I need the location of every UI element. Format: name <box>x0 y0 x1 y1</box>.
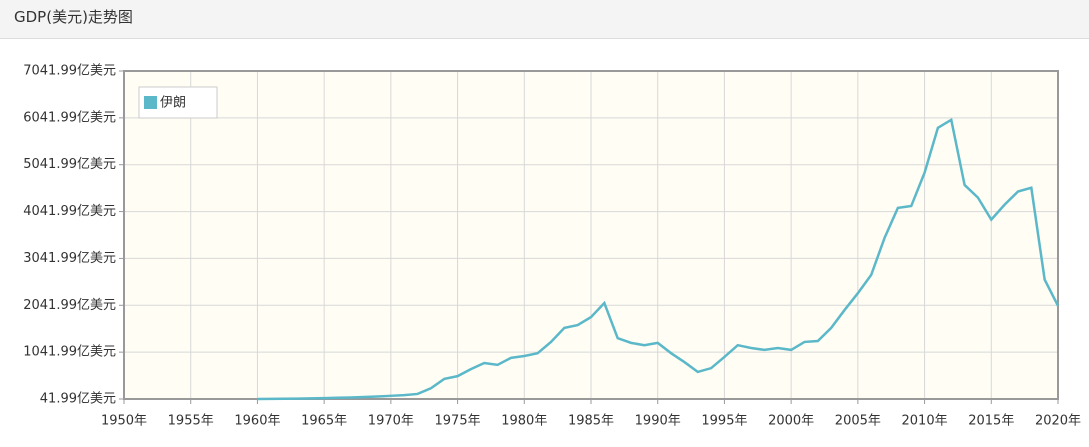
y-tick-label: 6041.99亿美元 <box>23 110 116 125</box>
x-tick-label: 1975年 <box>435 414 481 429</box>
x-tick-label: 1955年 <box>168 414 214 429</box>
plot-border <box>123 70 1059 400</box>
x-tick-label: 1960年 <box>234 414 280 429</box>
legend-swatch <box>144 96 157 109</box>
x-tick-label: 1985年 <box>568 414 614 429</box>
chart: 41.99亿美元 1041.99亿美元 2041.99亿美元 3041.99亿美元 40… <box>23 64 1081 429</box>
y-tick-label: 5041.99亿美元 <box>23 157 116 172</box>
y-tick-label: 1041.99亿美元 <box>23 345 116 360</box>
data-line <box>257 117 1060 401</box>
x-tick-label: 1965年 <box>301 414 347 429</box>
x-tick-label: 1950年 <box>101 414 147 429</box>
x-tick-label: 2005年 <box>835 414 881 429</box>
legend-label: 伊朗 <box>160 96 186 111</box>
y-tick-label: 41.99亿美元 <box>40 392 116 407</box>
y-tick-label: 7041.99亿美元 <box>23 64 116 79</box>
chart-title: GDP(美元)走势图 <box>0 0 1089 39</box>
x-tick-label: 1980年 <box>501 414 547 429</box>
x-tick-label: 2015年 <box>968 414 1014 429</box>
x-tick-label: 1970年 <box>368 414 414 429</box>
y-tick-label: 2041.99亿美元 <box>23 298 116 313</box>
x-tick-label: 1995年 <box>701 414 747 429</box>
x-tick-label: 2000年 <box>768 414 814 429</box>
x-tick-label: 2010年 <box>902 414 948 429</box>
y-tick-label: 3041.99亿美元 <box>23 251 116 266</box>
y-tick-label: 4041.99亿美元 <box>23 204 116 219</box>
x-tick-label: 1990年 <box>635 414 681 429</box>
x-tick-label: 2020年 <box>1035 414 1081 429</box>
